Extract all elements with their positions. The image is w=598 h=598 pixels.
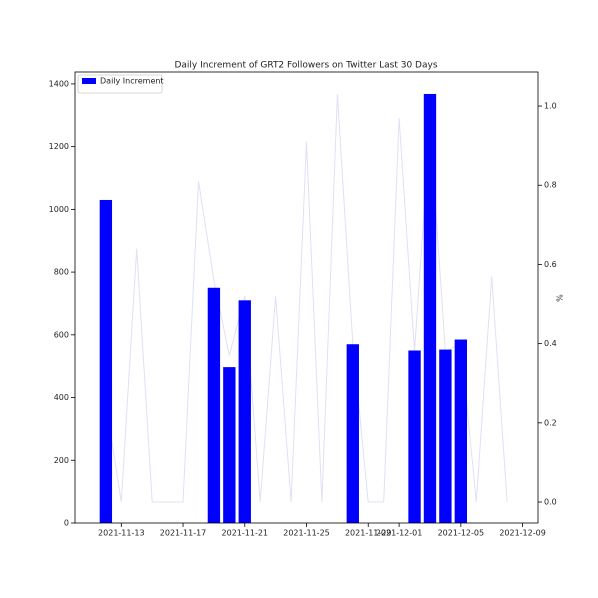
bar	[99, 199, 113, 523]
y-tick-label: 0	[64, 519, 69, 528]
y-tick-label: 1200	[49, 142, 69, 151]
y2-tick-label: 0.4	[544, 339, 557, 348]
bar	[346, 344, 359, 523]
y-tick-label: 200	[54, 456, 69, 465]
y2-tick-label: 1.0	[544, 102, 557, 111]
y2-tick-label: 0.6	[544, 260, 557, 269]
y-tick-label: 600	[54, 330, 69, 339]
x-tick-label: 2021-11-29	[345, 529, 392, 538]
x-tick-label: 2021-11-21	[222, 529, 269, 538]
legend-box	[77, 74, 163, 94]
y-tick-label: 1000	[49, 205, 69, 214]
bar	[408, 350, 421, 523]
y2-tick-label: 0.0	[544, 498, 557, 507]
y2-axis-label: %	[556, 294, 565, 302]
bar	[207, 287, 221, 523]
x-tick-label: 2021-11-13	[98, 529, 145, 538]
x-tick-label: 2021-12-09	[499, 529, 546, 538]
y2-tick-label: 0.2	[544, 418, 557, 427]
bar	[439, 349, 452, 523]
legend-swatch	[82, 78, 96, 84]
x-tick-label: 2021-12-01	[376, 529, 423, 538]
bar	[423, 93, 437, 523]
x-tick-label: 2021-11-17	[160, 529, 207, 538]
chart-title: Daily Increment of GRT2 Followers on Twi…	[174, 61, 437, 71]
y-tick-label: 400	[54, 393, 69, 402]
y-tick-label: 800	[54, 268, 69, 277]
bar	[223, 367, 236, 523]
bar	[454, 339, 468, 523]
line-series	[105, 94, 508, 503]
y2-tick-label: 0.8	[544, 181, 557, 190]
legend-label: Daily Increment	[100, 77, 164, 86]
x-tick-label: 2021-12-05	[438, 529, 485, 538]
x-tick-label: 2021-11-25	[283, 529, 330, 538]
y-tick-label: 1400	[49, 79, 69, 88]
bar	[238, 300, 251, 523]
